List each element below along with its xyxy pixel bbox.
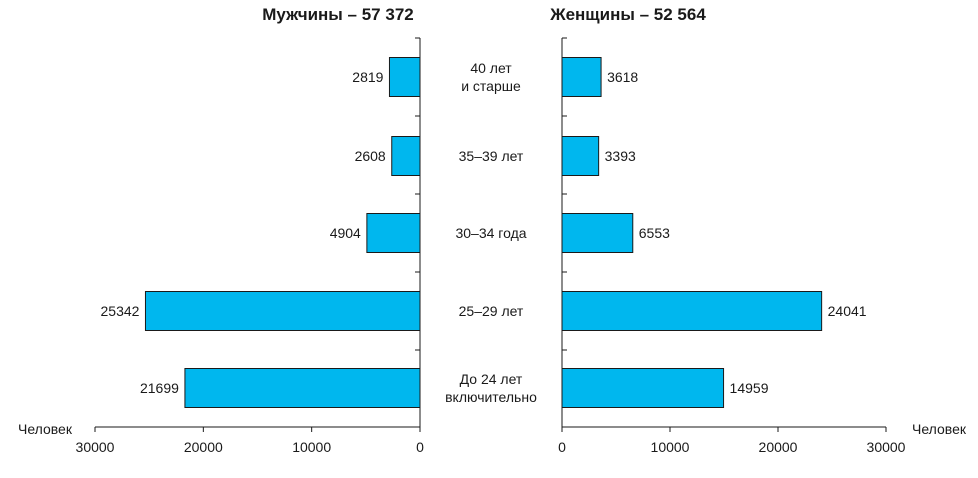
right-x-tick-label: 30000	[867, 439, 906, 455]
right-bar	[561, 213, 634, 253]
right-x-tick-label: 20000	[759, 439, 798, 455]
left-x-tick-label: 20000	[184, 439, 223, 455]
category-label-line: и старше	[461, 78, 521, 94]
left-x-tick-label: 0	[416, 439, 424, 455]
category-label: 40 лет и старше	[461, 60, 521, 94]
right-bar-value-label: 14959	[730, 380, 769, 396]
left-bar-value-label: 2819	[352, 69, 383, 85]
category-label-line: 30–34 года	[455, 225, 526, 241]
category-label: 25–29 лет	[459, 303, 524, 319]
category-label-line: 25–29 лет	[459, 303, 524, 319]
left-bar-value-label: 25342	[101, 303, 140, 319]
category-label-line: 40 лет	[470, 60, 512, 76]
left-bar	[144, 291, 421, 331]
right-x-axis-label: Человек	[912, 421, 967, 437]
category-label-line: 35–39 лет	[459, 148, 524, 164]
left-bar-value-label: 21699	[140, 380, 179, 396]
right-bar-value-label: 3393	[605, 148, 636, 164]
right-bar	[561, 57, 602, 97]
left-bar	[184, 368, 421, 408]
category-label: 35–39 лет	[459, 148, 524, 164]
left-title: Мужчины – 57 372	[262, 5, 413, 24]
left-x-tick-label: 10000	[292, 439, 331, 455]
chart-marks: 0 0 10000 10000 20000 20000 30000 30000 2819 3618…	[76, 37, 906, 455]
right-x-tick-label: 10000	[651, 439, 690, 455]
left-x-tick-label: 30000	[76, 439, 115, 455]
left-bar-value-label: 4904	[330, 225, 361, 241]
category-label: До 24 лет включительно	[445, 371, 537, 405]
left-bar	[388, 57, 421, 97]
left-bar	[366, 213, 421, 253]
right-title: Женщины – 52 564	[549, 5, 706, 24]
category-label: 30–34 года	[455, 225, 526, 241]
left-bar-value-label: 2608	[355, 148, 386, 164]
left-x-axis-label: Человек	[18, 421, 73, 437]
category-label-line: До 24 лет	[460, 371, 523, 387]
left-bar	[391, 136, 421, 176]
right-bar-value-label: 6553	[639, 225, 670, 241]
category-label-line: включительно	[445, 389, 537, 405]
right-bar	[561, 291, 823, 331]
right-x-tick-label: 0	[558, 439, 566, 455]
right-bar-value-label: 3618	[607, 69, 638, 85]
right-bar-value-label: 24041	[828, 303, 867, 319]
right-bar	[561, 368, 725, 408]
right-bar	[561, 136, 600, 176]
